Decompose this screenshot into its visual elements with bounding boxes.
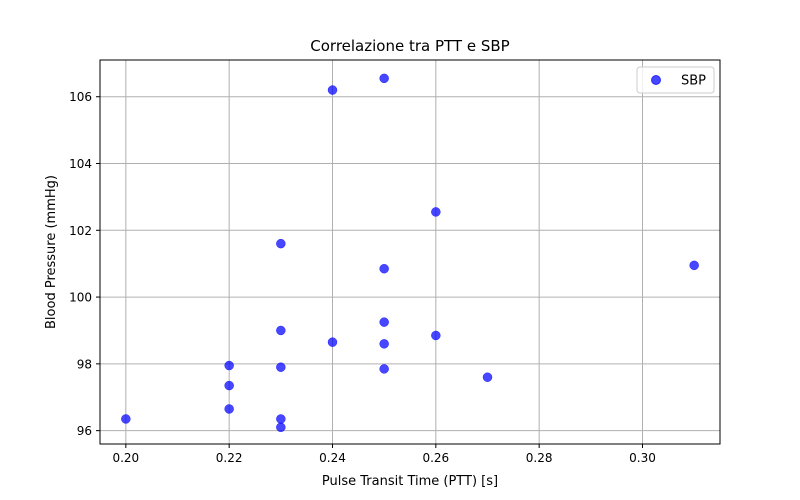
y-tick-label: 102 bbox=[69, 224, 92, 238]
legend-box bbox=[636, 66, 715, 94]
scatter-point bbox=[431, 330, 441, 341]
x-tick-label: 0.28 bbox=[526, 451, 553, 465]
x-tick-label: 0.24 bbox=[319, 451, 346, 465]
x-axis-label: Pulse Transit Time (PTT) [s] bbox=[322, 474, 498, 489]
y-tick-label: 106 bbox=[69, 90, 92, 104]
x-tick-label: 0.30 bbox=[629, 451, 656, 465]
legend-label-sbp: SBP bbox=[681, 74, 706, 89]
scatter-point bbox=[689, 260, 699, 271]
y-axis-label: Blood Pressure (mmHg) bbox=[44, 175, 59, 329]
legend-marker-sbp bbox=[651, 75, 661, 85]
scatter-point bbox=[379, 339, 389, 349]
x-tick-label: 0.26 bbox=[422, 451, 449, 465]
grid-lines bbox=[100, 60, 720, 444]
scatter-point bbox=[276, 325, 286, 336]
scatter-point bbox=[224, 380, 234, 391]
y-tick-label: 98 bbox=[77, 357, 92, 371]
plot-frame bbox=[99, 59, 721, 445]
scatter-point bbox=[276, 238, 286, 249]
scatter-point bbox=[121, 414, 131, 424]
scatter-point bbox=[224, 404, 234, 414]
scatter-point bbox=[276, 414, 286, 424]
legend: SBP bbox=[636, 66, 715, 94]
scatter-point bbox=[431, 207, 441, 217]
scatter-point bbox=[482, 372, 493, 382]
scatter-point bbox=[327, 337, 338, 347]
scatter-point bbox=[379, 364, 389, 374]
chart-title: Correlazione tra PTT e SBP bbox=[310, 37, 509, 55]
y-tick-label: 100 bbox=[69, 291, 92, 305]
scatter-point bbox=[379, 73, 389, 84]
x-axis-ticks: 0.20 0.22 0.24 0.26 0.28 0.30 bbox=[112, 444, 656, 465]
data-points bbox=[121, 73, 699, 433]
scatter-point bbox=[276, 362, 286, 372]
y-axis-ticks: 96 98 100 102 104 106 bbox=[69, 90, 100, 438]
y-tick-label: 96 bbox=[77, 424, 92, 438]
scatter-point bbox=[327, 85, 338, 95]
scatter-point bbox=[379, 317, 389, 327]
y-tick-label: 104 bbox=[69, 157, 92, 171]
scatter-point bbox=[224, 360, 234, 371]
scatter-point bbox=[276, 422, 286, 433]
x-tick-label: 0.20 bbox=[112, 451, 139, 465]
x-tick-label: 0.22 bbox=[216, 451, 243, 465]
scatter-point bbox=[379, 263, 389, 274]
